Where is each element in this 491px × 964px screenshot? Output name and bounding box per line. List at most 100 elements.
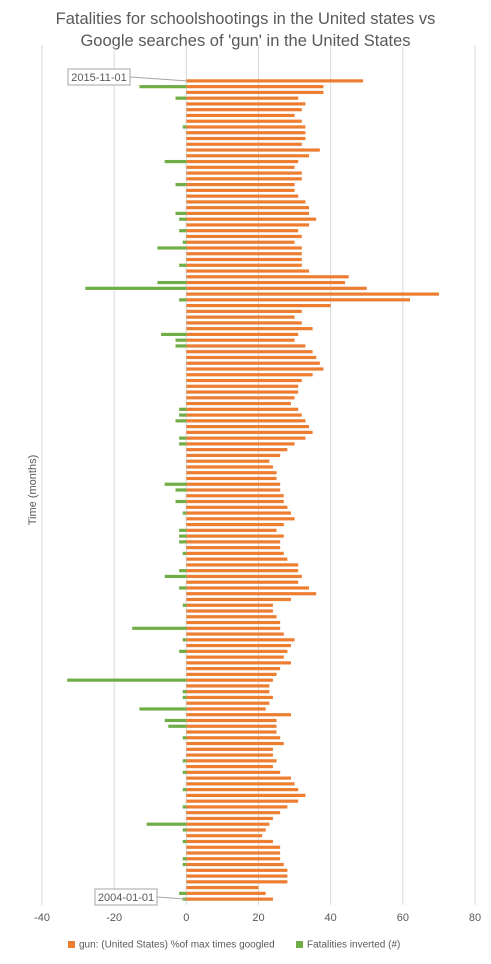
bar [186,240,295,244]
bar [186,505,288,509]
bar [186,436,306,440]
bar [186,684,270,688]
bar [186,171,302,175]
bar [182,125,187,129]
bar [175,344,187,348]
bar [164,159,187,164]
bar [186,136,306,141]
bar [186,79,364,83]
bar [179,407,187,411]
bar [186,298,411,302]
bar [182,770,187,774]
bar [186,102,306,106]
bar [186,753,273,757]
bar [186,252,302,256]
bar [186,834,263,838]
bar [186,528,277,532]
bar [186,592,317,596]
bar [186,494,284,498]
callout-box [94,888,158,906]
bar [186,822,270,826]
bar [182,839,187,844]
bar [186,448,288,452]
legend-swatch [68,941,75,948]
bar [164,718,187,723]
bar [146,822,187,826]
bar [175,499,187,504]
bar [186,113,295,118]
bar [186,206,310,210]
bar [186,695,273,700]
bar [186,615,277,619]
bar [186,269,310,273]
bar [186,730,277,734]
bar [179,586,187,590]
bar [139,707,187,711]
bar [182,788,187,792]
bar [186,724,277,728]
bar [186,419,306,423]
bar [186,839,273,844]
bar [186,764,273,769]
bar [182,736,187,740]
bar [186,275,349,279]
bar [186,603,273,607]
bar [182,551,187,555]
bar [186,234,302,239]
bar [186,632,284,636]
bar [186,361,320,365]
bar [186,459,270,463]
bar [186,707,266,711]
bar [175,211,187,216]
bar [186,211,310,216]
bar [186,119,302,123]
chart-title: Fatalities for schoolshootings in the Un… [55,10,436,50]
x-tick-label: -40 [34,912,50,924]
bar [186,327,313,331]
bar [186,154,310,158]
bar [186,805,288,809]
bar [179,217,187,221]
bar [186,350,313,354]
bar [186,782,295,786]
bar [186,701,270,705]
bar [186,667,281,671]
bar [186,482,281,486]
bar [186,897,273,901]
bar [186,620,281,625]
bar [186,488,281,492]
bar [175,96,187,100]
bar [186,885,259,890]
bar [157,280,187,285]
bar [186,96,299,100]
bar [186,718,277,723]
bar [186,874,288,878]
bar [186,551,284,555]
bar [186,217,317,221]
bar [186,183,295,187]
bar [182,828,187,832]
bar [186,304,331,308]
bar [186,355,317,360]
bar [186,229,299,233]
bar [186,811,281,815]
bar [186,741,284,746]
bar [186,131,306,135]
bar [186,125,306,129]
bar [186,828,266,832]
bar [186,280,346,285]
bar [179,540,187,544]
bar [182,695,187,700]
x-tick-label: 60 [397,912,409,924]
bar [186,586,310,590]
bar [186,891,266,895]
bar [186,148,320,152]
category-label: 2015-11-01 [71,72,126,84]
bar [186,223,310,227]
bar [186,292,439,296]
bar [186,597,291,602]
bar [179,298,187,302]
callout-leader [129,76,187,82]
bar [186,442,295,446]
